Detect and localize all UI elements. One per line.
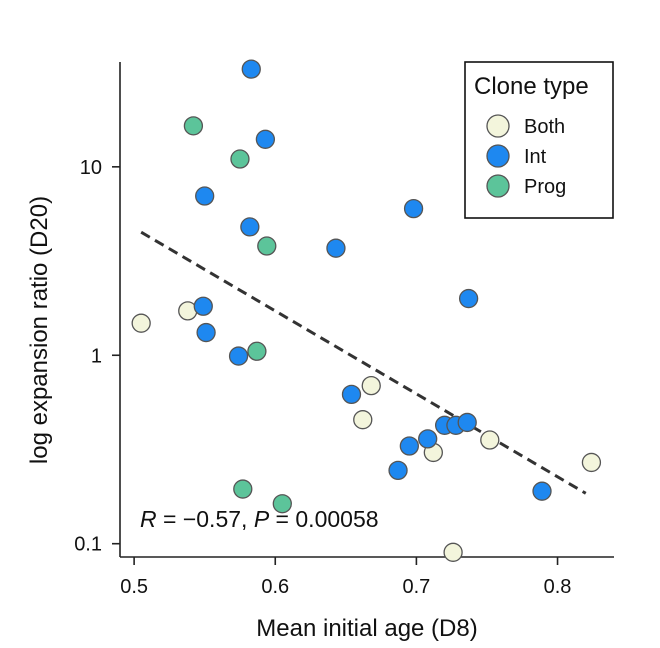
legend-label-int: Int — [524, 146, 547, 168]
point-both — [353, 410, 373, 430]
legend-label-both: Both — [524, 116, 565, 138]
axes — [119, 62, 614, 558]
point-int — [388, 460, 408, 481]
point-int — [399, 436, 419, 456]
point-int — [403, 198, 424, 219]
correlation-annotation: R = −0.57, P = 0.00058 — [140, 506, 379, 532]
point-prog — [272, 494, 292, 514]
r-value: = −0.57, — [157, 506, 254, 532]
point-int — [195, 186, 215, 206]
y-tick-label: 1 — [91, 345, 102, 367]
legend-marker-prog — [486, 174, 510, 198]
point-both — [480, 430, 500, 450]
point-both — [581, 452, 602, 473]
point-prog — [183, 116, 204, 136]
y-tick-label: 10 — [80, 157, 102, 179]
point-int — [341, 384, 362, 405]
r-symbol: R — [140, 506, 157, 532]
p-value: = 0.00058 — [269, 506, 378, 532]
p-symbol: P — [254, 506, 270, 532]
x-ticks: 0.5 0.6 0.7 0.8 — [120, 557, 571, 598]
legend-items: Both Int Prog — [486, 114, 566, 198]
point-prog — [247, 341, 267, 361]
point-int — [240, 217, 260, 237]
point-both — [131, 313, 151, 333]
y-ticks: 0.1 1 10 — [74, 157, 120, 556]
legend-title: Clone type — [474, 73, 589, 100]
point-int — [326, 238, 346, 258]
point-int — [532, 481, 552, 501]
legend-label-prog: Prog — [524, 176, 566, 198]
x-tick-label: 0.7 — [402, 576, 430, 598]
point-int — [193, 296, 213, 316]
point-both — [443, 542, 463, 562]
x-axis-title: Mean initial age (D8) — [256, 615, 477, 642]
point-int — [228, 346, 249, 366]
x-tick-label: 0.5 — [120, 576, 148, 598]
legend: Clone type Both Int Prog — [464, 61, 614, 219]
point-int — [457, 412, 477, 433]
y-tick-label: 0.1 — [74, 534, 102, 556]
point-int — [458, 288, 479, 309]
point-prog — [233, 479, 253, 499]
point-int — [241, 59, 261, 79]
point-both — [361, 375, 381, 396]
point-prog — [230, 149, 250, 169]
point-int — [255, 129, 276, 149]
point-int — [418, 429, 438, 449]
y-axis-title: log expansion ratio (D20) — [26, 196, 53, 464]
legend-marker-int — [486, 144, 510, 168]
x-tick-label: 0.8 — [544, 576, 572, 598]
x-tick-label: 0.6 — [261, 576, 289, 598]
point-prog — [257, 236, 277, 256]
data-points — [131, 59, 602, 562]
trend-line — [140, 230, 587, 495]
point-int — [196, 322, 216, 343]
legend-marker-both — [486, 114, 510, 138]
